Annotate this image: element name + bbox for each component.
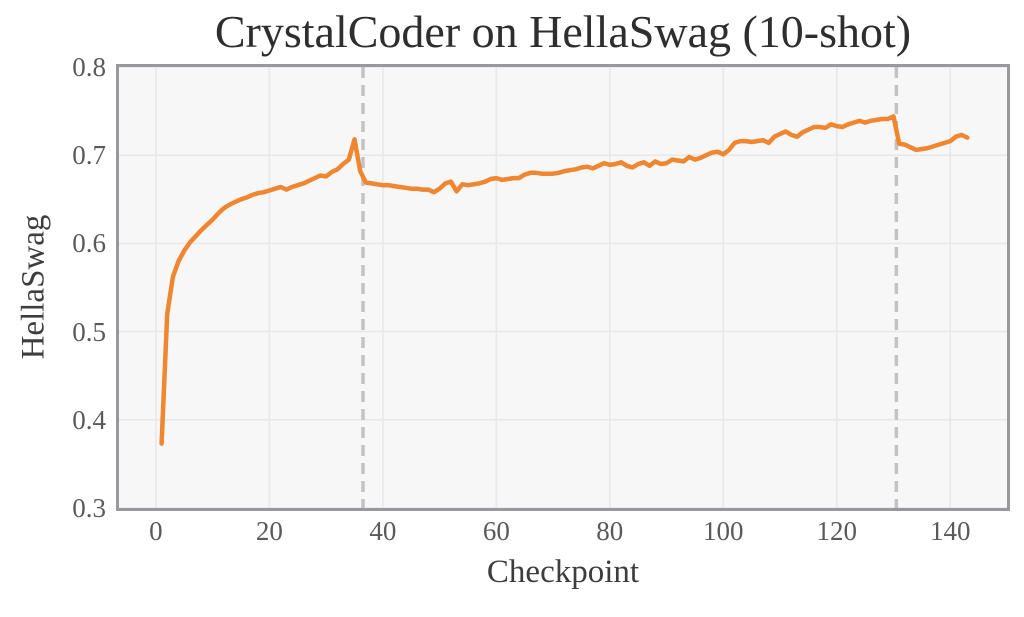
y-tick-label: 0.7	[72, 140, 106, 171]
x-tick-label: 80	[596, 516, 624, 546]
x-tick-label: 0	[149, 516, 163, 546]
x-tick-label: 100	[703, 516, 744, 546]
y-tick-label: 0.5	[72, 316, 106, 347]
data-line	[159, 114, 970, 446]
chart-title: CrystalCoder on HellaSwag (10-shot)	[214, 6, 912, 57]
y-tick-label: 0.6	[72, 228, 106, 259]
plot-svg	[119, 67, 1007, 508]
x-tick-label: 140	[930, 516, 971, 546]
x-tick-label: 40	[369, 516, 397, 546]
x-axis-label: Checkpoint	[486, 554, 640, 590]
x-tick-label: 120	[816, 516, 858, 546]
y-tick-label: 0.3	[72, 493, 106, 523]
plot-area	[116, 64, 1010, 511]
y-tick-label: 0.8	[72, 52, 106, 82]
x-tick-label: 60	[482, 516, 510, 546]
y-tick-label: 0.4	[72, 404, 106, 435]
x-tick-label: 20	[255, 516, 283, 546]
